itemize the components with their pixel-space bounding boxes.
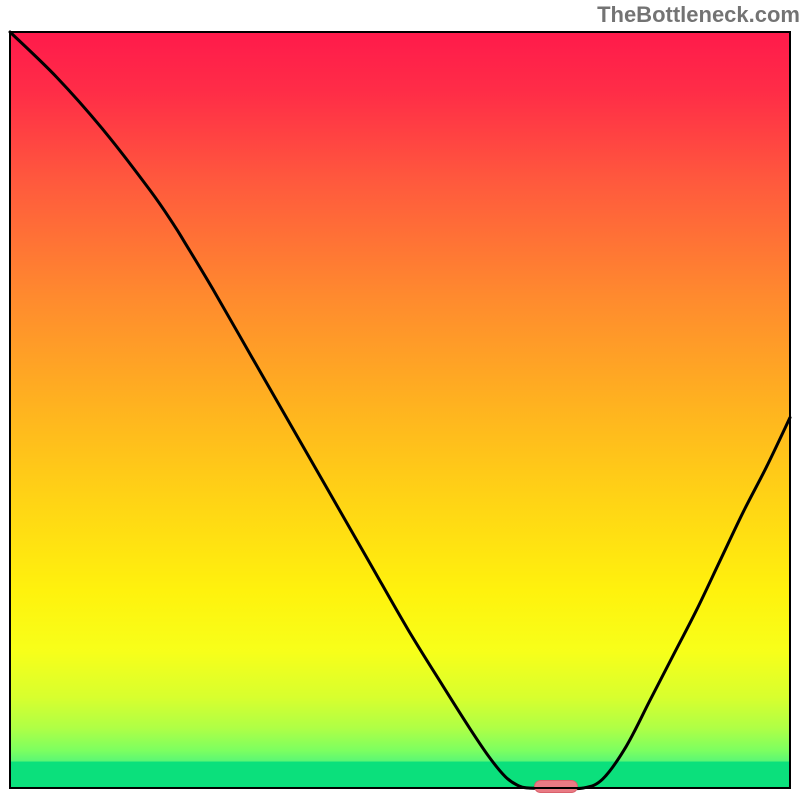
gradient-background [10, 32, 790, 788]
optimal-marker [535, 780, 578, 792]
green-band [10, 762, 790, 788]
bottleneck-chart [0, 0, 800, 800]
chart-container: TheBottleneck.com [0, 0, 800, 800]
